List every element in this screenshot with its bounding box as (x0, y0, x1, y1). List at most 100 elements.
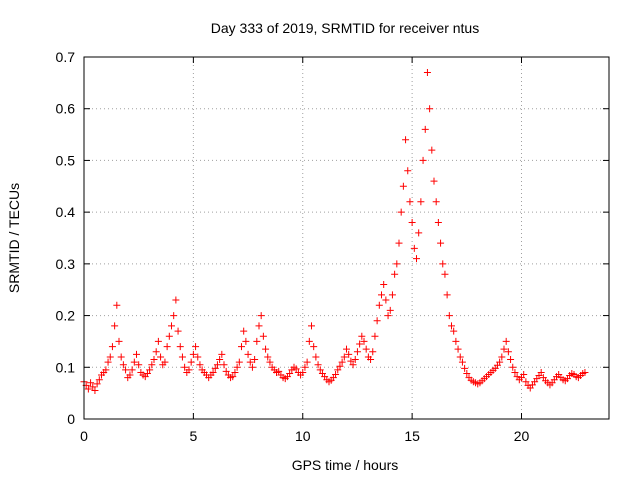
data-point (299, 368, 307, 376)
data-point (373, 317, 381, 325)
data-point (448, 322, 455, 330)
x-tick-label: 15 (404, 428, 420, 444)
y-tick-labels: 0 0.1 0.2 0.3 0.4 0.5 0.6 0.7 (56, 49, 76, 427)
data-point (434, 218, 442, 226)
y-tick-label: 0.3 (56, 256, 76, 272)
data-point (209, 368, 217, 376)
data-point (146, 366, 154, 374)
data-point (89, 383, 97, 391)
data-point (91, 387, 99, 395)
data-point (305, 337, 313, 345)
data-point (522, 378, 530, 386)
x-tick-label: 10 (295, 428, 311, 444)
data-point (148, 361, 156, 369)
data-point (264, 353, 272, 361)
data-point (452, 337, 460, 345)
data-point (362, 345, 370, 353)
y-tick-label: 0.5 (56, 152, 76, 168)
data-point (150, 356, 158, 364)
chart-title: Day 333 of 2019, SRMTID for receiver ntu… (211, 20, 479, 36)
data-point (395, 239, 403, 247)
data-point (500, 345, 508, 353)
data-point (428, 146, 436, 154)
data-point (93, 380, 101, 388)
data-point (172, 296, 180, 304)
data-point (441, 270, 449, 278)
data-point (338, 358, 346, 366)
data-point (343, 345, 350, 353)
data-point (410, 244, 418, 252)
data-point (95, 376, 103, 384)
y-tick-label: 0.7 (56, 49, 76, 65)
data-point (196, 361, 204, 369)
data-point (463, 369, 471, 377)
data-point (421, 125, 429, 133)
data-point (537, 368, 545, 376)
data-point (165, 332, 173, 340)
data-point (498, 353, 506, 361)
data-point (235, 358, 243, 366)
data-point (458, 358, 466, 366)
data-point (301, 363, 309, 371)
data-point (388, 291, 396, 299)
data-point (244, 350, 252, 358)
data-point (504, 348, 512, 356)
data-point (222, 367, 230, 375)
data-point (187, 358, 195, 366)
data-point (152, 348, 160, 356)
data-points (80, 69, 589, 395)
data-point (386, 306, 394, 314)
data-point (259, 332, 267, 340)
data-point (292, 365, 300, 373)
data-point (445, 312, 453, 320)
data-point (161, 358, 169, 366)
data-point (189, 350, 197, 358)
data-point (456, 353, 464, 361)
data-point (157, 353, 165, 361)
grid-lines (84, 57, 609, 419)
data-point (303, 358, 311, 366)
data-point (84, 385, 92, 393)
data-point (130, 358, 138, 366)
data-point (128, 366, 136, 374)
data-point (415, 229, 423, 237)
data-point (413, 255, 420, 263)
data-point (176, 343, 184, 351)
data-point (310, 343, 318, 351)
data-point (106, 353, 114, 361)
data-point (119, 361, 127, 369)
data-point (419, 156, 427, 164)
data-point (275, 367, 283, 375)
y-axis-label: SRMTID / TECUs (6, 183, 22, 293)
data-point (397, 208, 405, 216)
data-point (391, 270, 399, 278)
data-point (242, 337, 250, 345)
data-point (406, 198, 414, 206)
data-point (231, 368, 239, 376)
data-point (461, 364, 469, 372)
data-point (345, 350, 353, 358)
data-point (417, 198, 425, 206)
y-tick-label: 0 (67, 411, 75, 427)
data-point (520, 371, 528, 379)
data-point (312, 353, 320, 361)
data-point (367, 356, 375, 364)
data-point (334, 366, 342, 374)
x-tick-label: 5 (189, 428, 197, 444)
data-point (122, 366, 130, 374)
data-point (174, 327, 182, 335)
y-tick-label: 0.2 (56, 308, 76, 324)
data-point (135, 361, 143, 369)
data-point (316, 366, 324, 374)
data-point (286, 369, 294, 377)
data-point (117, 353, 125, 361)
plot-frame (83, 56, 610, 420)
data-point (408, 218, 416, 226)
data-point (423, 69, 431, 77)
data-point (443, 291, 451, 299)
y-tick-label: 0.6 (56, 101, 76, 117)
data-point (154, 337, 162, 345)
data-point (143, 369, 151, 377)
data-point (336, 362, 344, 370)
